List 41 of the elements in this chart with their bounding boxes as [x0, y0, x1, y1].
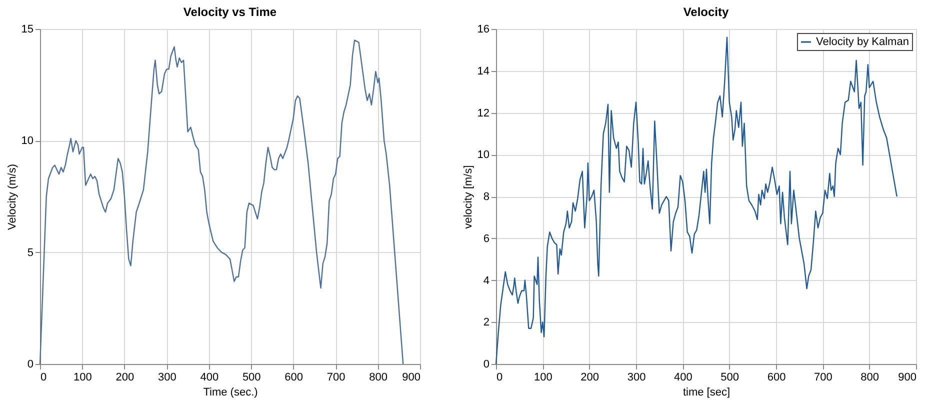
x-axis-title: time [sec] [682, 386, 730, 398]
y-tick-label: 15 [21, 24, 34, 36]
x-tick-label: 0 [40, 372, 47, 384]
x-tick-label: 300 [158, 372, 176, 384]
y-tick-label: 6 [483, 232, 490, 245]
x-tick-label: 500 [720, 372, 740, 384]
x-tick-label: 300 [627, 372, 646, 384]
x-tick-label: 100 [534, 372, 552, 384]
y-tick-label: 5 [27, 246, 34, 259]
x-tick-label: 500 [242, 372, 261, 384]
x-tick-label: 800 [369, 372, 388, 384]
y-tick-label: 4 [483, 274, 490, 287]
y-tick-label: 10 [477, 149, 490, 162]
y-tick-label: 0 [27, 358, 34, 370]
x-tick-label: 200 [116, 372, 134, 384]
y-tick-label: 8 [483, 191, 490, 203]
x-tick-label: 200 [580, 372, 600, 384]
x-tick-label: 600 [767, 372, 786, 384]
line-series [39, 40, 404, 365]
x-tick-label: 100 [74, 372, 92, 384]
x-tick-label: 400 [674, 372, 692, 384]
x-tick-label: 0 [496, 372, 503, 384]
x-tick-label: 800 [860, 372, 880, 384]
y-tick-label: 0 [483, 358, 490, 370]
x-tick-label: 600 [284, 372, 304, 384]
y-tick-label: 12 [477, 107, 490, 120]
legend-label: Velocity by Kalman [816, 36, 909, 48]
x-tick-label: 900 [898, 372, 916, 384]
chart-title: Velocity vs Time [183, 5, 277, 19]
x-tick-label: 700 [814, 372, 832, 384]
x-tick-label: 400 [200, 372, 219, 384]
y-tick-label: 10 [21, 135, 34, 148]
y-tick-label: 16 [477, 24, 490, 36]
chart-title: Velocity [683, 5, 730, 19]
x-tick-label: 700 [326, 372, 346, 384]
y-axis-title: Velocity (m/s) [6, 164, 18, 230]
x-tick-label: 900 [402, 372, 420, 384]
x-axis-title: Time (sec.) [203, 386, 258, 398]
y-tick-label: 2 [483, 316, 490, 329]
y-axis-title: velocity [m/s] [462, 165, 474, 229]
y-tick-label: 14 [477, 65, 490, 78]
